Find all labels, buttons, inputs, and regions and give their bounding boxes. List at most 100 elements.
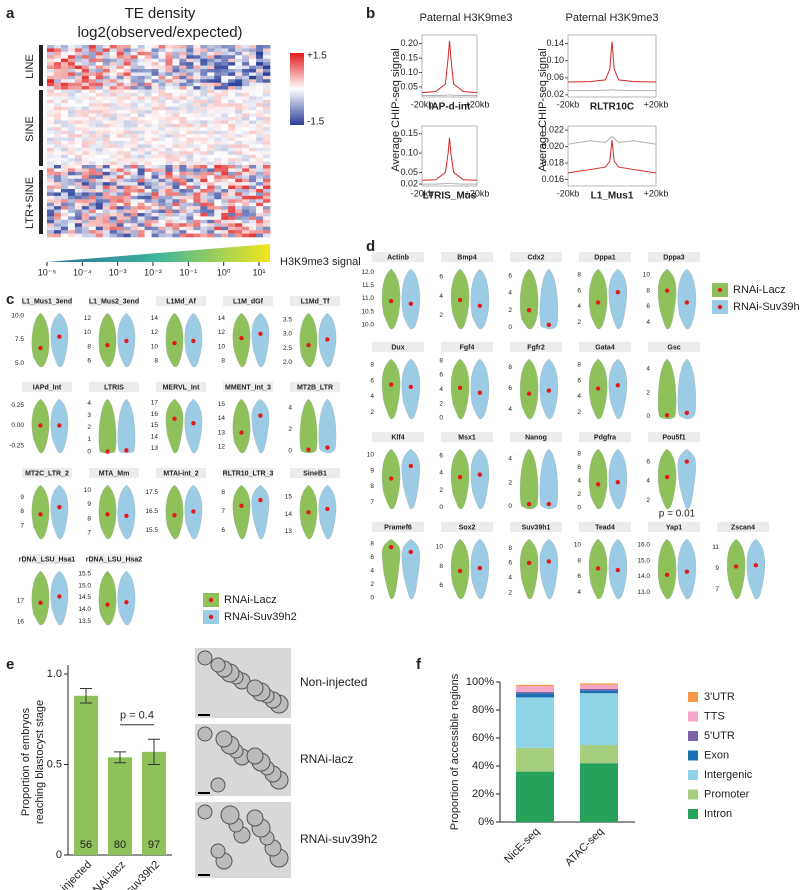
heatmap-cell	[151, 154, 159, 159]
heatmap-cell	[144, 106, 152, 111]
heatmap-cell	[74, 141, 83, 145]
heatmap-cell	[116, 219, 124, 224]
heatmap-cell	[60, 165, 69, 169]
heatmap-cell	[263, 45, 271, 49]
heatmap-cell	[263, 233, 271, 238]
heatmap-cell	[172, 120, 180, 125]
heatmap-cell	[193, 69, 201, 73]
heatmap-cell	[60, 75, 69, 80]
heatmap-cell	[186, 151, 194, 156]
heatmap-cell	[88, 103, 97, 108]
subplot-title: Dppa1	[594, 254, 616, 261]
heatmap-cell	[53, 106, 62, 111]
violin	[677, 448, 697, 510]
heatmap-cell	[193, 103, 201, 108]
heatmap-cell	[256, 213, 264, 217]
heatmap-cell	[214, 154, 222, 159]
heatmap-cell	[137, 106, 145, 111]
heatmap-cell	[123, 154, 131, 159]
heatmap-cell	[60, 86, 69, 90]
heatmap-cell	[95, 189, 104, 193]
heatmap-cell	[47, 202, 55, 207]
heatmap-cell	[235, 185, 243, 190]
heatmap-cell	[235, 62, 243, 66]
heatmap-cell	[186, 230, 194, 234]
heatmap-cell	[151, 79, 159, 84]
heatmap-cell	[88, 226, 97, 231]
heatmap-cell	[200, 144, 208, 149]
heatmap-cell	[144, 171, 152, 176]
y-tick-label: 8	[508, 364, 512, 371]
heatmap-cell	[186, 58, 194, 63]
heatmap-cell	[179, 189, 187, 193]
heatmap-cell	[256, 72, 264, 77]
heatmap-cell	[235, 93, 243, 97]
heatmap-cell	[172, 48, 180, 53]
heatmap-cell	[151, 106, 159, 111]
median-dot	[388, 476, 394, 481]
heatmap-cell	[256, 171, 264, 176]
x-tick-label: 10⁻⁵	[38, 267, 57, 277]
heatmap-cell	[179, 195, 187, 200]
heatmap-cell	[249, 189, 257, 193]
median-dot	[615, 383, 621, 388]
heatmap-cell	[88, 134, 97, 138]
y-tick-label: 8	[439, 357, 443, 364]
heatmap-cell	[214, 178, 222, 183]
heatmap-cell	[172, 216, 180, 221]
heatmap-cell	[116, 209, 124, 214]
heatmap-cell	[137, 103, 145, 108]
heatmap-cell	[130, 151, 138, 156]
heatmap-cell	[179, 209, 187, 214]
heatmap-cell	[193, 144, 201, 149]
heatmap-cell	[249, 233, 257, 238]
heatmap-cell	[186, 233, 194, 238]
heatmap-cell	[130, 79, 138, 84]
heatmap-cell	[102, 206, 111, 210]
heatmap-cell	[256, 123, 264, 128]
heatmap-cell	[200, 86, 208, 90]
heatmap-cell	[151, 99, 159, 104]
y-tick-label: 4	[577, 589, 581, 596]
heatmap-cell	[53, 151, 62, 156]
heatmap-cell	[95, 93, 104, 97]
heatmap-cell	[228, 134, 236, 138]
heatmap-cell	[165, 127, 173, 132]
heatmap-cell	[102, 233, 111, 238]
heatmap-cell	[74, 178, 83, 183]
median-dot	[325, 337, 330, 342]
heatmap-cell	[256, 69, 264, 73]
heatmap-cell	[116, 130, 124, 135]
heatmap-cell	[74, 117, 83, 121]
heatmap-cell	[95, 62, 104, 66]
heatmap-cell	[81, 151, 90, 156]
heatmap-cell	[144, 103, 152, 108]
y-tick-label: 4	[370, 393, 374, 400]
heatmap-cell	[242, 178, 250, 183]
heatmap-cell	[263, 151, 271, 156]
heatmap-cell	[151, 127, 159, 132]
heatmap-cell	[81, 103, 90, 108]
heatmap-cell	[137, 151, 145, 156]
count-label: 97	[148, 839, 160, 851]
heatmap-cell	[207, 58, 215, 63]
heatmap-cell	[109, 58, 117, 63]
heatmap-cell	[74, 103, 83, 108]
subplot-title-bg	[579, 252, 631, 262]
heatmap-cell	[256, 199, 264, 204]
heatmap-cell	[88, 230, 97, 234]
heatmap-cell	[88, 171, 97, 176]
heatmap-cell	[88, 117, 97, 121]
y-tick-label: 15.0	[78, 582, 91, 589]
heatmap-cell	[186, 113, 194, 118]
heatmap-cell	[81, 134, 90, 138]
heatmap-cell	[60, 79, 69, 84]
heatmap-cell	[60, 72, 69, 77]
violin	[657, 538, 677, 600]
heatmap-cell	[151, 120, 159, 125]
heatmap-cell	[214, 65, 222, 70]
y-tick-label: 0.10	[400, 147, 418, 157]
median-dot	[408, 549, 414, 555]
heatmap-cell	[137, 209, 145, 214]
heatmap-cell	[67, 154, 76, 159]
